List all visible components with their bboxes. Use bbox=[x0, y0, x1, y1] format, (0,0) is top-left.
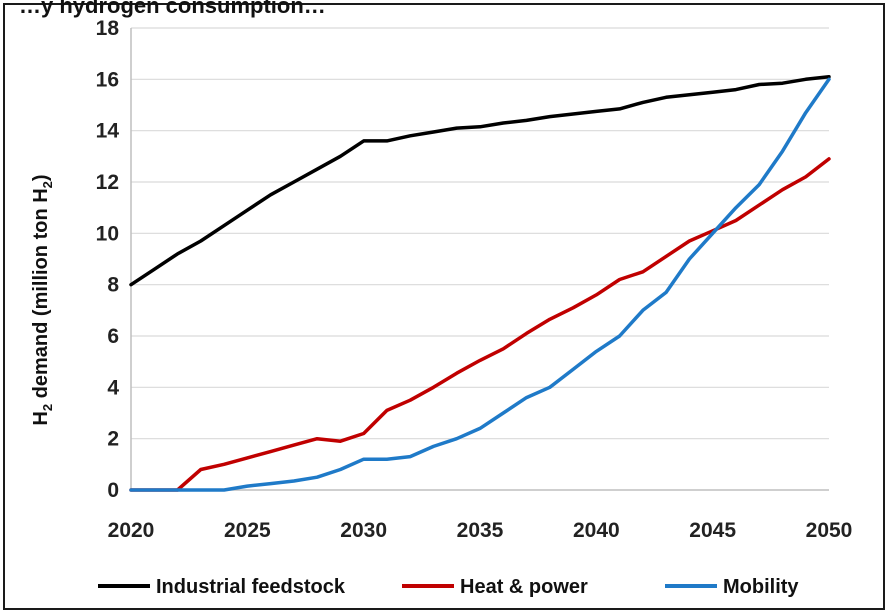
x-tick-2020: 2020 bbox=[108, 519, 155, 542]
series-lines bbox=[129, 75, 831, 492]
y-tick-4: 4 bbox=[107, 376, 119, 399]
x-tick-2035: 2035 bbox=[457, 519, 504, 542]
x-tick-2050: 2050 bbox=[806, 519, 853, 542]
x-tick-2040: 2040 bbox=[573, 519, 620, 542]
legend-label-industrial-feedstock: Industrial feedstock bbox=[156, 576, 346, 598]
series-line-mobility bbox=[129, 77, 831, 492]
legend-label-mobility: Mobility bbox=[723, 576, 799, 598]
series-line-heat-power bbox=[129, 157, 831, 492]
gridlines bbox=[131, 27, 829, 440]
legend-label-heat-power: Heat & power bbox=[460, 576, 588, 598]
y-tick-8: 8 bbox=[107, 274, 119, 297]
y-tick-6: 6 bbox=[107, 325, 119, 348]
legend: Industrial feedstock Heat & power Mobility bbox=[98, 576, 799, 598]
x-tick-2045: 2045 bbox=[689, 519, 736, 542]
y-tick-14: 14 bbox=[96, 120, 120, 143]
x-tick-labels: 2020 2025 2030 2035 2040 2045 2050 bbox=[108, 519, 853, 542]
y-axis-title: H2 demand (million ton H2) bbox=[30, 174, 55, 425]
axes bbox=[130, 28, 829, 491]
chart-title: …y hydrogen consumption… bbox=[19, 0, 326, 18]
y-tick-16: 16 bbox=[96, 68, 119, 91]
x-tick-2030: 2030 bbox=[340, 519, 387, 542]
series-line-industrial-feedstock bbox=[129, 75, 831, 287]
y-tick-10: 10 bbox=[96, 222, 119, 245]
y-tick-12: 12 bbox=[96, 171, 119, 194]
y-tick-0: 0 bbox=[107, 479, 119, 502]
chart-frame: …y hydrogen consumption… bbox=[3, 0, 885, 610]
y-tick-2: 2 bbox=[107, 428, 119, 451]
y-tick-18: 18 bbox=[96, 17, 120, 40]
y-tick-labels: 0 2 4 6 8 10 12 14 16 18 bbox=[96, 17, 120, 502]
x-tick-2025: 2025 bbox=[224, 519, 271, 542]
